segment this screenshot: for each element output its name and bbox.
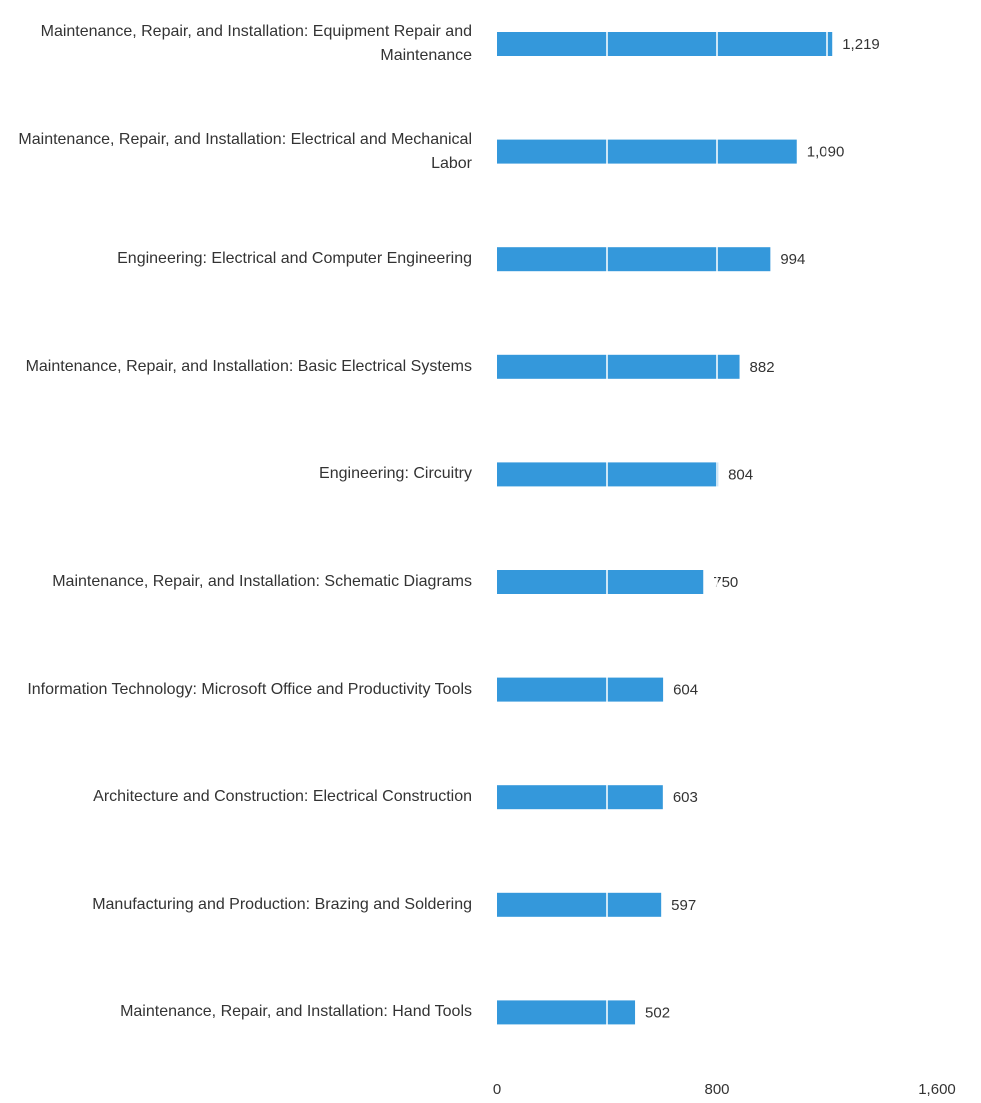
category-label: Maintenance, Repair, and Installation: E… — [40, 23, 472, 64]
x-tick-label: 800 — [704, 1081, 729, 1098]
category-label: Information Technology: Microsoft Office… — [27, 680, 472, 698]
bar — [497, 1000, 636, 1025]
bar — [497, 677, 664, 702]
category-label: Engineering: Electrical and Computer Eng… — [117, 250, 472, 268]
value-label: 1,090 — [807, 144, 845, 161]
value-label: 804 — [728, 466, 753, 483]
category-label: Maintenance, Repair, and Installation: H… — [120, 1003, 472, 1021]
x-tick-label: 1,600 — [918, 1081, 956, 1098]
value-label: 502 — [645, 1004, 670, 1021]
category-label: Maintenance, Repair, and Installation: S… — [52, 573, 472, 590]
value-label: 597 — [671, 897, 696, 914]
bar — [497, 247, 771, 272]
category-label: Manufacturing and Production: Brazing an… — [92, 895, 472, 913]
category-label: Architecture and Construction: Electrica… — [93, 788, 472, 806]
bar — [497, 785, 663, 810]
bar — [497, 570, 704, 594]
value-label: 994 — [780, 251, 805, 268]
category-label: Maintenance, Repair, and Installation: B… — [25, 357, 472, 375]
bar — [497, 892, 662, 917]
category-label: Engineering: Circuitry — [319, 465, 472, 483]
category-label: Maintenance, Repair, and Installation: E… — [18, 130, 472, 172]
value-label: 750 — [713, 574, 738, 591]
bar — [497, 139, 797, 164]
value-label: 603 — [673, 789, 698, 806]
bar — [497, 354, 740, 379]
value-label: 604 — [673, 682, 698, 699]
bar — [497, 32, 833, 56]
value-label: 1,219 — [842, 36, 880, 53]
x-tick-label: 0 — [493, 1081, 501, 1098]
value-label: 882 — [750, 359, 775, 376]
